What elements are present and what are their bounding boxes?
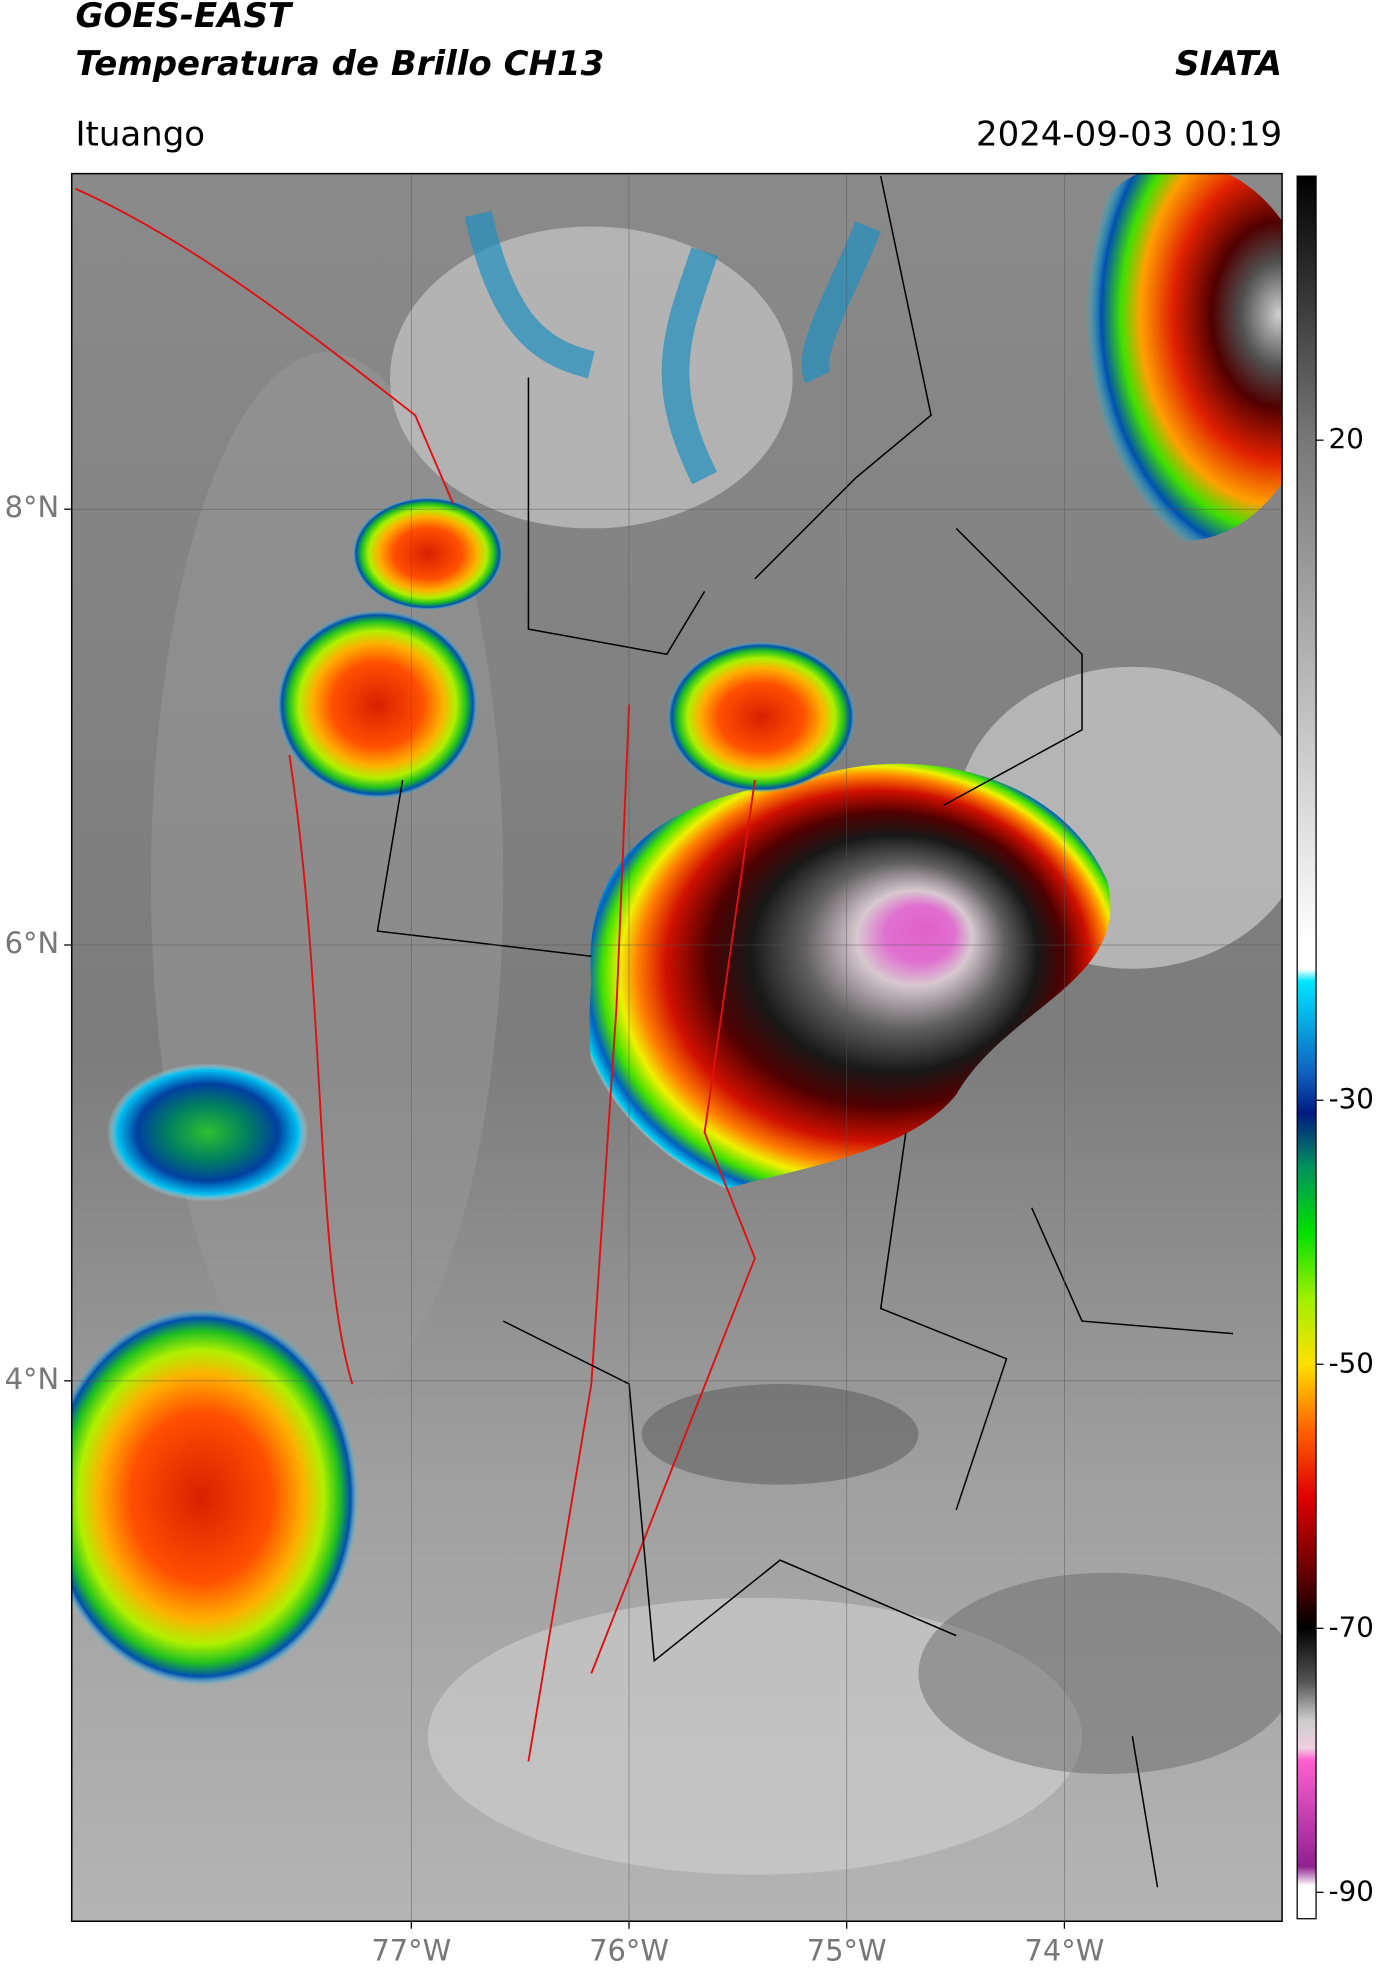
cloud (390, 226, 793, 529)
agency: SIATA (1175, 44, 1282, 84)
x-tick-label: 75°W (807, 1934, 887, 1968)
storm (589, 763, 1111, 1196)
grid (71, 173, 1283, 1922)
storm (276, 610, 479, 799)
cloud (641, 1383, 919, 1485)
department-border (75, 187, 756, 1762)
colorbar-tick-label: -50 (1329, 1346, 1374, 1379)
map-frame (70, 172, 1283, 1922)
colorbar-tick-label: -90 (1329, 1874, 1374, 1907)
colorbar-tick-label: 20 (1329, 422, 1364, 455)
y-tick-label: 8°N (5, 490, 60, 524)
location: Ituango (75, 114, 205, 154)
storm (1044, 173, 1283, 541)
y-tick-label: 6°N (5, 926, 60, 960)
storm (71, 1308, 359, 1686)
colorbar-tick-label: -30 (1329, 1082, 1374, 1115)
x-tick-label: 77°W (371, 1934, 451, 1968)
title: GOES-EAST (75, 0, 293, 36)
cloud (427, 1597, 1083, 1875)
storm (106, 1063, 309, 1202)
storm (352, 496, 504, 611)
cloud-band (464, 210, 881, 485)
x-tick-label: 74°W (1024, 1934, 1104, 1968)
map-image (71, 173, 1283, 1922)
cloud (918, 1572, 1283, 1774)
x-tick-label: 76°W (589, 1934, 669, 1968)
datetime: 2024-09-03 00:19 (976, 114, 1282, 154)
y-tick-label: 4°N (5, 1362, 60, 1396)
subtitle: Temperatura de Brillo CH13 (75, 44, 604, 84)
storm (666, 641, 856, 793)
municipal-border (376, 175, 1234, 1888)
colorbar (1296, 175, 1317, 1920)
colorbar-tick-label: -70 (1329, 1610, 1374, 1643)
